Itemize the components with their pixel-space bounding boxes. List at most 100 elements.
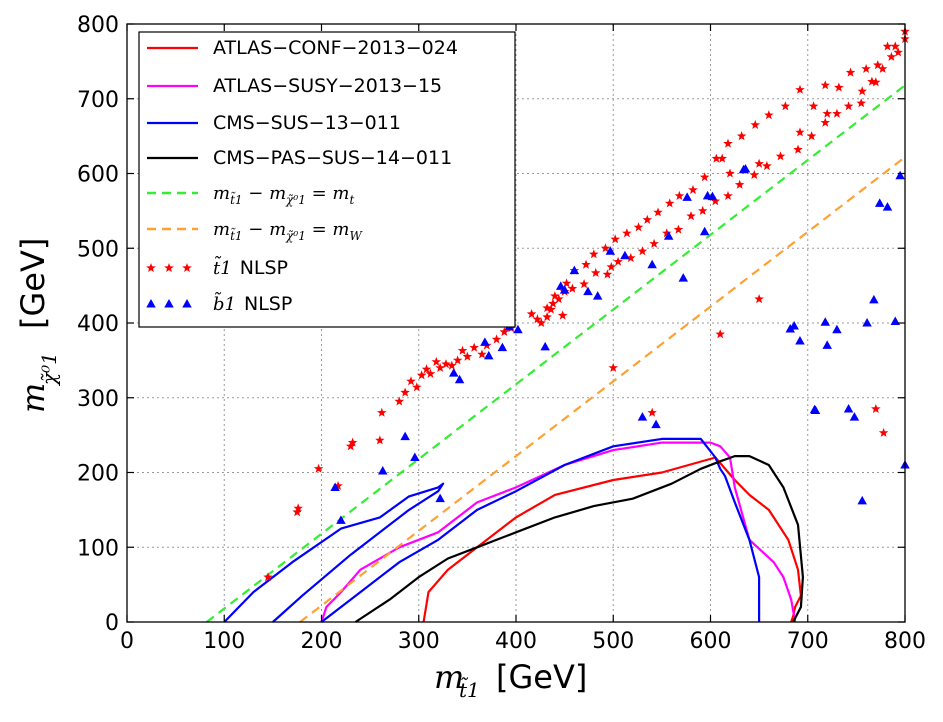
stop-nlsp-point [725,168,735,178]
stop-nlsp-point [633,222,644,232]
stop-nlsp-point [589,249,599,259]
stop-nlsp-point [893,47,903,57]
y-tick-label: 400 [77,312,119,337]
stop-nlsp-point [886,51,897,61]
stop-nlsp-point [499,327,510,336]
stop-nlsp-point [822,108,832,118]
sbottom-nlsp-point [682,192,692,201]
stop-nlsp-point [845,67,856,77]
y-tick-label: 600 [77,163,119,188]
stop-nlsp-point [764,110,774,120]
x-tick-label: 200 [301,629,343,654]
sbottom-nlsp-point [637,412,648,421]
stop-nlsp-point [698,205,708,215]
x-axis-label: m t̃1 [GeV] [434,658,587,702]
stop-nlsp-point [548,298,558,308]
sbottom-nlsp-point [699,226,710,236]
stop-nlsp-point [754,158,764,168]
stop-nlsp-point [820,80,830,90]
scatter-points [263,26,910,582]
stop-nlsp-point [647,407,657,417]
sbottom-nlsp-point [620,250,630,260]
legend-label: mt̃1 − mχ̃⁰1 = mt [213,183,354,207]
y-tick-label: 200 [77,462,119,487]
sbottom-nlsp-point [820,317,831,326]
stop-nlsp-point [871,404,881,413]
stop-nlsp-point [882,41,893,51]
stop-nlsp-point [613,256,623,266]
legend-star-marker [164,263,174,272]
legend-label: CMS−SUS−13−011 [213,112,401,134]
sbottom-nlsp-point [890,316,901,326]
stop-nlsp-point [749,170,759,179]
stop-nlsp-point [861,63,871,73]
series-line [299,156,906,623]
series-line [320,437,761,623]
sbottom-nlsp-point [822,340,832,349]
stop-nlsp-point [394,396,405,406]
stop-nlsp-point [664,198,675,208]
sbottom-nlsp-point [795,335,805,345]
stop-nlsp-point [871,77,881,87]
legend-label: ATLAS−SUSY−2013−15 [213,75,442,97]
legend-label: t̃1 NLSP [213,256,288,279]
stop-nlsp-point [890,41,900,51]
legend: ATLAS−CONF−2013−024 ATLAS−SUSY−2013−15 CMS… [138,31,516,328]
y-tick-label: 800 [77,13,119,38]
sbottom-nlsp-point [789,320,799,330]
sbottom-nlsp-point [540,341,550,351]
legend-label: CMS−PAS−SUS−14−011 [213,147,452,169]
sbottom-nlsp-point [336,515,346,524]
stop-nlsp-point [469,342,479,352]
stop-nlsp-point [447,360,457,370]
stop-nlsp-point [622,228,632,238]
stop-nlsp-point [820,117,830,127]
stop-nlsp-point [610,234,620,244]
stop-nlsp-point [834,82,844,92]
x-tick-label: 500 [592,629,634,654]
legend-entry: t̃1 NLSP [146,256,288,279]
sbottom-nlsp-point [647,259,657,269]
legend-label: ATLAS−CONF−2013−024 [213,37,458,59]
y-tick-label: 300 [77,387,119,412]
stop-nlsp-point [406,376,416,386]
stop-nlsp-point [542,303,552,313]
stop-nlsp-point [412,382,422,392]
stop-nlsp-point [877,63,888,73]
sbottom-nlsp-point [678,273,689,282]
sbottom-nlsp-point [707,191,718,201]
sbottom-nlsp-point [810,405,821,414]
stop-nlsp-point [637,246,648,256]
sbottom-nlsp-point [882,202,893,211]
stop-nlsp-point [857,86,867,96]
sbottom-nlsp-point [663,231,674,240]
sbottom-nlsp-point [843,403,854,413]
sbottom-nlsp-point [330,482,340,491]
stop-nlsp-point [333,481,343,490]
sbottom-nlsp-point [454,374,465,384]
stop-nlsp-point [734,179,745,189]
sbottom-nlsp-point [559,285,570,294]
sbottom-nlsp-point [449,368,459,377]
stop-nlsp-point [557,310,568,320]
sbottom-nlsp-point [832,324,842,334]
stop-nlsp-point [808,101,819,111]
stop-nlsp-point [775,151,786,161]
stop-nlsp-point [793,144,803,154]
stop-nlsp-point [608,362,618,372]
stop-nlsp-point [649,238,659,248]
stop-nlsp-point [662,228,672,238]
stop-nlsp-point [421,364,432,374]
y-tick-label: 100 [77,536,119,561]
stop-nlsp-point [723,190,733,200]
stop-nlsp-point [416,370,427,380]
stop-nlsp-point [832,108,842,118]
stop-nlsp-point [579,279,589,289]
sbottom-nlsp-point [895,170,905,180]
stop-nlsp-point [561,278,572,288]
sbottom-nlsp-point [497,342,508,352]
stop-nlsp-point [602,269,613,279]
stop-nlsp-point [536,318,546,327]
stop-nlsp-point [873,60,883,70]
x-tick-label: 100 [203,629,245,654]
